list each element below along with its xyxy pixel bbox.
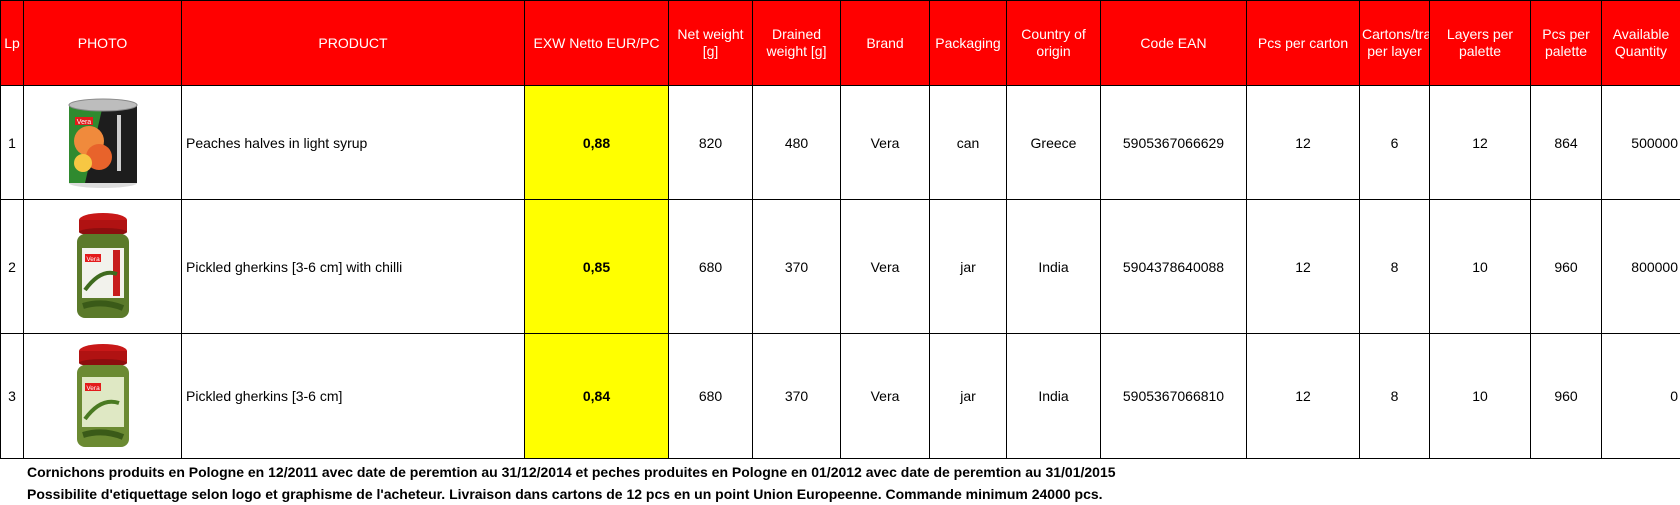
- cell-photo: Vera: [24, 86, 182, 200]
- cell-drained-weight: 370: [753, 334, 841, 459]
- table-row: 2 Vera Pickled gherkins [3-6 cm] with ch…: [1, 200, 1680, 334]
- cell-ean: 5905367066629: [1101, 86, 1247, 200]
- cell-country: India: [1007, 200, 1101, 334]
- cell-pcs-palette: 960: [1531, 334, 1602, 459]
- col-header-pcs-palette: Pcs per palette: [1531, 1, 1602, 86]
- cell-packaging: can: [930, 86, 1007, 200]
- cell-country: Greece: [1007, 86, 1101, 200]
- cell-product: Pickled gherkins [3-6 cm] with chilli: [182, 200, 525, 334]
- cell-cartons-layer: 6: [1360, 86, 1430, 200]
- cell-layers-palette: 10: [1430, 334, 1531, 459]
- cell-net-weight: 680: [669, 200, 753, 334]
- col-header-price: EXW Netto EUR/PC: [525, 1, 669, 86]
- cell-ean: 5905367066810: [1101, 334, 1247, 459]
- col-header-brand: Brand: [841, 1, 930, 86]
- col-header-net-weight: Net weight [g]: [669, 1, 753, 86]
- footnote-line: Cornichons produits en Pologne en 12/201…: [27, 461, 1116, 483]
- cell-ean: 5904378640088: [1101, 200, 1247, 334]
- cell-available: 800000: [1602, 200, 1680, 334]
- product-table: Lp PHOTO PRODUCT EXW Netto EUR/PC Net we…: [0, 0, 1680, 459]
- cell-net-weight: 680: [669, 334, 753, 459]
- svg-text:Vera: Vera: [86, 256, 100, 263]
- cell-photo: Vera: [24, 200, 182, 334]
- cell-layers-palette: 10: [1430, 200, 1531, 334]
- cell-product: Peaches halves in light syrup: [182, 86, 525, 200]
- cell-packaging: jar: [930, 334, 1007, 459]
- col-header-ean: Code EAN: [1101, 1, 1247, 86]
- cell-pcs-carton: 12: [1247, 200, 1360, 334]
- cell-lp: 1: [1, 86, 24, 200]
- col-header-layers-palette: Layers per palette: [1430, 1, 1531, 86]
- col-header-cartons-layer: Cartons/traies per layer: [1360, 1, 1430, 86]
- col-header-photo: PHOTO: [24, 1, 182, 86]
- cell-available: 500000: [1602, 86, 1680, 200]
- cell-pcs-carton: 12: [1247, 334, 1360, 459]
- col-header-pcs-carton: Pcs per carton: [1247, 1, 1360, 86]
- cell-lp: 3: [1, 334, 24, 459]
- footnote-line: Possibilite d'etiquettage selon logo et …: [27, 483, 1116, 505]
- cell-country: India: [1007, 334, 1101, 459]
- col-header-available: Available Quantity: [1602, 1, 1680, 86]
- jar-icon: Vera: [73, 341, 133, 451]
- col-header-drained-weight: Drained weight [g]: [753, 1, 841, 86]
- cell-price: 0,84: [525, 334, 669, 459]
- cell-drained-weight: 370: [753, 200, 841, 334]
- cell-layers-palette: 12: [1430, 86, 1531, 200]
- cell-drained-weight: 480: [753, 86, 841, 200]
- cell-net-weight: 820: [669, 86, 753, 200]
- col-header-packaging: Packaging: [930, 1, 1007, 86]
- cell-pcs-carton: 12: [1247, 86, 1360, 200]
- cell-cartons-layer: 8: [1360, 200, 1430, 334]
- cell-packaging: jar: [930, 200, 1007, 334]
- col-header-lp: Lp: [1, 1, 24, 86]
- can-icon: Vera: [63, 97, 143, 189]
- cell-price: 0,85: [525, 200, 669, 334]
- cell-brand: Vera: [841, 334, 930, 459]
- cell-available: 0: [1602, 334, 1680, 459]
- footnotes: Cornichons produits en Pologne en 12/201…: [27, 461, 1116, 505]
- table-row: 1 Vera Peaches halves in light syrup 0,8…: [1, 86, 1680, 200]
- cell-pcs-palette: 960: [1531, 200, 1602, 334]
- svg-text:Vera: Vera: [86, 385, 100, 392]
- svg-text:Vera: Vera: [76, 119, 91, 126]
- cell-photo: Vera: [24, 334, 182, 459]
- cell-lp: 2: [1, 200, 24, 334]
- cell-cartons-layer: 8: [1360, 334, 1430, 459]
- jar-icon: Vera: [73, 210, 133, 324]
- cell-brand: Vera: [841, 200, 930, 334]
- table-row: 3 Vera Pickled gherkins [3-6 cm] 0,84 68…: [1, 334, 1680, 459]
- cell-product: Pickled gherkins [3-6 cm]: [182, 334, 525, 459]
- col-header-country: Country of origin: [1007, 1, 1101, 86]
- header-row: Lp PHOTO PRODUCT EXW Netto EUR/PC Net we…: [1, 1, 1680, 86]
- cell-pcs-palette: 864: [1531, 86, 1602, 200]
- col-header-product: PRODUCT: [182, 1, 525, 86]
- cell-price: 0,88: [525, 86, 669, 200]
- cell-brand: Vera: [841, 86, 930, 200]
